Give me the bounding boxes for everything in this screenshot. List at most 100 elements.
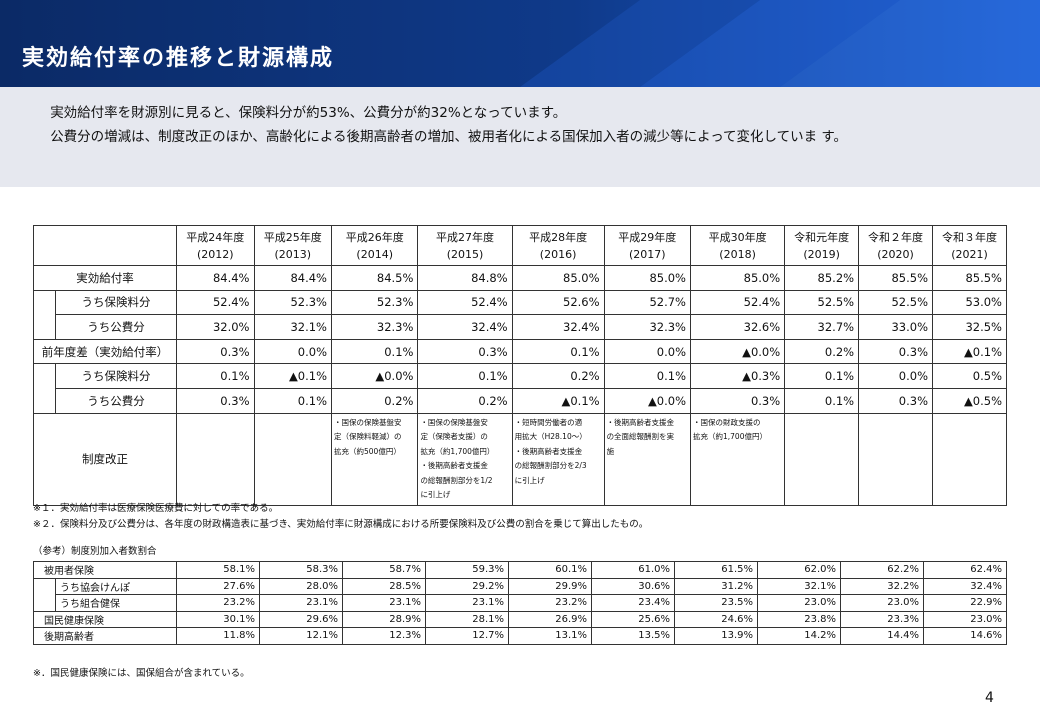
- table-cell: 0.1%: [784, 363, 860, 389]
- table-cell: 23.2%: [176, 594, 260, 612]
- table-cell: 28.0%: [259, 577, 343, 595]
- table-cell: 14.6%: [923, 627, 1007, 645]
- row-label: うち協会けんぽ: [55, 577, 177, 595]
- table-cell: 23.1%: [259, 594, 343, 612]
- table-cell: 30.1%: [176, 610, 260, 628]
- table-cell: 12.7%: [425, 627, 509, 645]
- page-header: 実効給付率の推移と財源構成: [0, 0, 1040, 87]
- note-1: ※１．実効給付率は医療保険医療費に対しての率である。: [33, 503, 279, 514]
- table-cell: 52.5%: [858, 289, 934, 316]
- table-cell: 0.2%: [511, 363, 605, 389]
- table-cell: 32.7%: [784, 314, 860, 340]
- table-cell: 0.0%: [253, 338, 332, 365]
- table-row: 国民健康保険 30.1% 29.6% 28.9% 28.1% 26.9% 25.6% 24.6…: [33, 610, 1007, 628]
- row-indent: [33, 290, 56, 315]
- year-header: 令和３年度 (2021): [932, 225, 1007, 266]
- table-cell: 32.3%: [330, 314, 419, 340]
- table-row: うち公費分 0.3% 0.1% 0.2% 0.2% ▲0.1% ▲0.0% 0.3% 0.1% 0…: [33, 387, 1007, 414]
- table-cell: 11.8%: [176, 627, 260, 645]
- table-cell: 31.2%: [674, 577, 758, 595]
- table-cell: 0.2%: [417, 387, 513, 414]
- table-cell: 52.5%: [784, 289, 860, 316]
- year-header: 平成25年度 (2013): [253, 225, 332, 266]
- table-cell: 26.9%: [508, 610, 592, 628]
- page-number: 4: [985, 690, 994, 706]
- reform-line: ・国保の財政支援の: [693, 417, 761, 427]
- table-cell: 0.1%: [603, 363, 692, 389]
- table-cell: 23.0%: [757, 594, 841, 612]
- table-cell: 58.7%: [342, 561, 426, 579]
- row-label: 実効給付率: [33, 265, 177, 291]
- reform-cell: ・国保の財政支援の 拡充（約1,700億円）: [689, 412, 786, 506]
- table-cell: 52.4%: [689, 289, 786, 316]
- table-cell: 32.4%: [417, 314, 513, 340]
- table-cell: 85.0%: [689, 265, 786, 291]
- year-era: 平成25年度: [263, 230, 322, 244]
- table-cell: 32.1%: [253, 314, 332, 340]
- table-cell: 14.2%: [757, 627, 841, 645]
- table-cell: 12.3%: [342, 627, 426, 645]
- table-cell: 29.9%: [508, 577, 592, 595]
- table-row: うち協会けんぽ 27.6% 28.0% 28.5% 29.2% 29.9% 30.6% 31.…: [33, 577, 1007, 595]
- table-cell: 0.3%: [858, 387, 934, 414]
- intro-line-1: 実効給付率を財源別に見ると、保険料分が約53%、公費分が約32%となっています。: [50, 105, 567, 121]
- reform-line: 定（保険者支援）の: [420, 432, 488, 442]
- reform-line: ・後期高齢者支援金: [420, 461, 488, 471]
- table-cell: 32.1%: [757, 577, 841, 595]
- table-row: 後期高齢者 11.8% 12.1% 12.3% 12.7% 13.1% 13.5% 13.9%…: [33, 627, 1007, 645]
- year-ad: (2014): [356, 247, 393, 261]
- table-cell: 23.8%: [757, 610, 841, 628]
- row-label: 前年度差（実効給付率）: [33, 338, 177, 365]
- reform-cell: ・短時間労働者の適 用拡大（H28.10～） ・後期高齢者支援金 の総報酬割部分を2/…: [511, 412, 605, 506]
- enrollee-share-table: 被用者保険 58.1% 58.3% 58.7% 59.3% 60.1% 61.0% 61.5%…: [33, 561, 1007, 645]
- table-cell: 0.3%: [858, 338, 934, 365]
- table-cell: 27.6%: [176, 577, 260, 595]
- table-row: 前年度差（実効給付率） 0.3% 0.0% 0.1% 0.3% 0.1% 0.0% ▲0.0%…: [33, 338, 1007, 365]
- reform-line: の総報酬割部分を1/2: [420, 475, 493, 485]
- reform-line: ・国保の保険基盤安: [334, 417, 402, 427]
- year-era: 令和元年度: [794, 230, 850, 244]
- reform-line: ・後期高齢者支援金: [606, 417, 675, 427]
- reform-line: に引上げ: [420, 490, 451, 500]
- table-cell: 28.9%: [342, 610, 426, 628]
- table-cell: 52.4%: [417, 289, 513, 316]
- table-cell: 30.6%: [591, 577, 675, 595]
- reform-cell: [932, 412, 1007, 506]
- table-cell: 0.1%: [330, 338, 419, 365]
- table-cell: 58.3%: [259, 561, 343, 579]
- table-cell: ▲0.1%: [253, 363, 332, 389]
- header-corner: [33, 225, 177, 266]
- year-header: 平成28年度 (2016): [511, 225, 605, 266]
- reform-line: ・後期高齢者支援金: [514, 446, 583, 456]
- table-cell: 12.1%: [259, 627, 343, 645]
- reform-cell: [784, 412, 860, 506]
- table-cell: 32.3%: [603, 314, 692, 340]
- reform-line: 拡充（約1,700億円）: [693, 432, 767, 442]
- table-cell: 13.1%: [508, 627, 592, 645]
- table-row: 実効給付率 84.4% 84.4% 84.5% 84.8% 85.0% 85.0% 85.0%…: [33, 265, 1007, 291]
- table-cell: 32.4%: [511, 314, 605, 340]
- table-cell: 0.3%: [176, 387, 255, 414]
- year-era: 平成30年度: [708, 230, 767, 244]
- reform-line: 拡充（約1,700億円）: [420, 446, 495, 456]
- table-cell: 0.1%: [253, 387, 332, 414]
- table-cell: 85.0%: [603, 265, 692, 291]
- table-cell: 23.0%: [923, 610, 1007, 628]
- reform-cell: [253, 412, 332, 506]
- table-row: うち組合健保 23.2% 23.1% 23.1% 23.1% 23.2% 23.4% 23.5…: [33, 594, 1007, 612]
- year-era: 平成27年度: [436, 230, 495, 244]
- reform-line: 施: [606, 446, 615, 456]
- table-cell: 84.4%: [176, 265, 255, 291]
- table-cell: 32.2%: [840, 577, 924, 595]
- row-label: 被用者保険: [33, 561, 177, 579]
- intro-line-2: 公費分の増減は、制度改正のほか、高齢化による後期高齢者の増加、被用者化による国保…: [50, 129, 848, 145]
- reform-cell: ・国保の保険基盤安 定（保険者支援）の 拡充（約1,700億円） ・後期高齢者支援金の…: [417, 412, 513, 506]
- row-label: うち保険料分: [55, 289, 177, 316]
- table-cell: 85.5%: [858, 265, 934, 291]
- page-title: 実効給付率の推移と財源構成: [22, 46, 335, 71]
- row-label: うち公費分: [55, 314, 177, 340]
- year-era: 平成28年度: [529, 230, 588, 244]
- year-era: 令和２年度: [868, 230, 924, 244]
- row-label: うち組合健保: [55, 594, 177, 612]
- reform-line: の総報酬割部分を2/3: [514, 461, 587, 471]
